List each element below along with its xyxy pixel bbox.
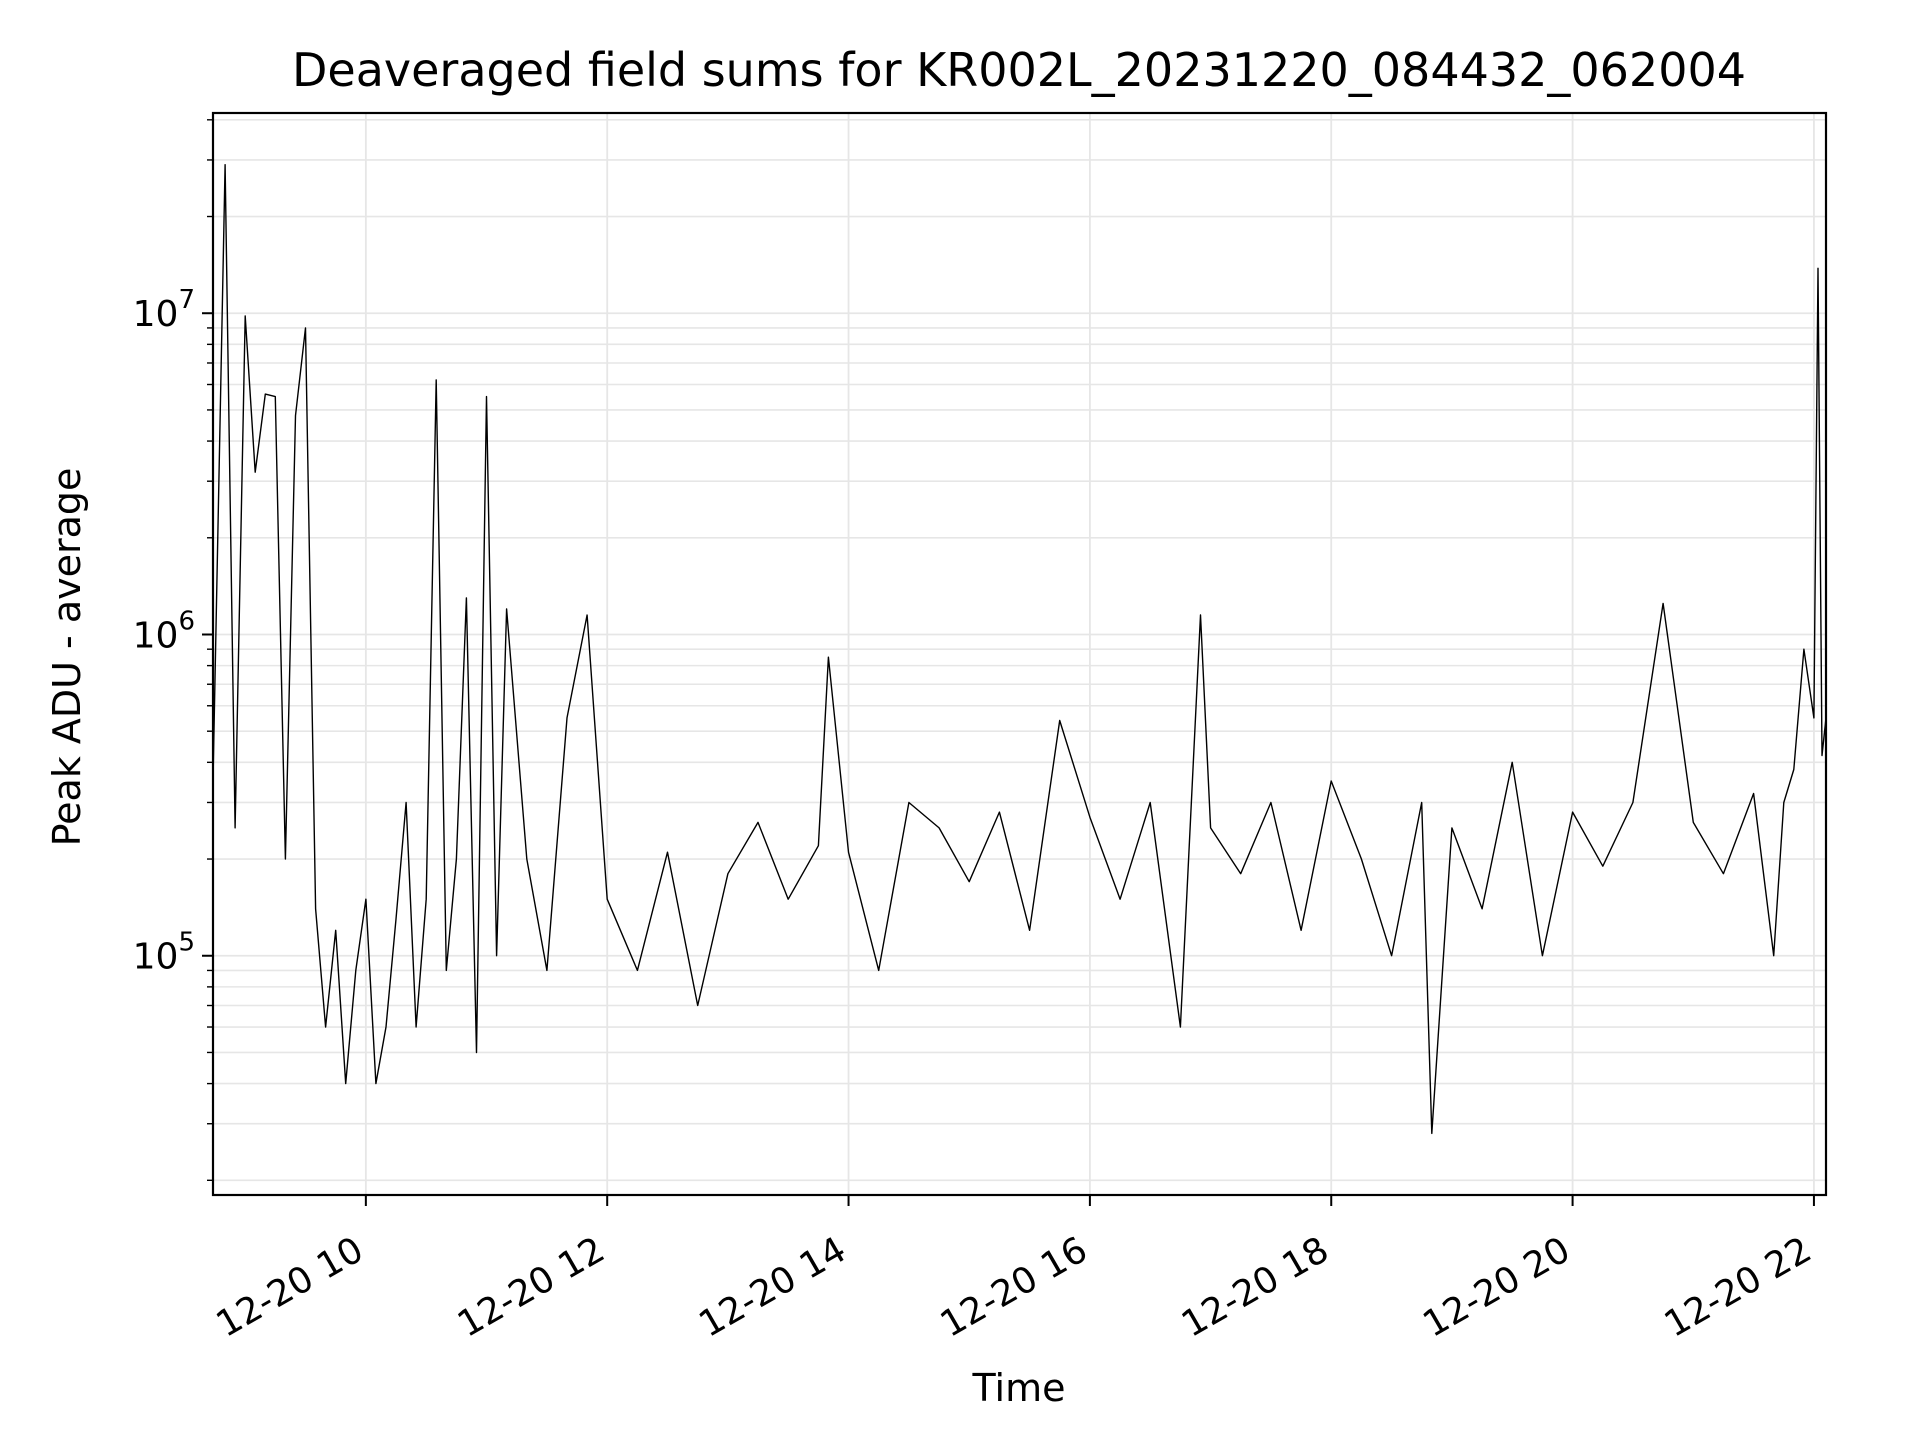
x-axis-label: Time [972,1366,1066,1410]
y-tick-label: 107 [133,285,195,335]
y-tick-label: 106 [133,606,195,656]
series-layer [212,163,1827,1135]
y-axis-label: Peak ADU - average [45,468,89,847]
chart-title: Deaveraged field sums for KR002L_2023122… [292,43,1746,97]
grid-layer [213,113,1826,1195]
plot-frame [211,111,1828,1197]
series-line [212,163,1827,1135]
y-tick-label: 105 [133,928,195,978]
